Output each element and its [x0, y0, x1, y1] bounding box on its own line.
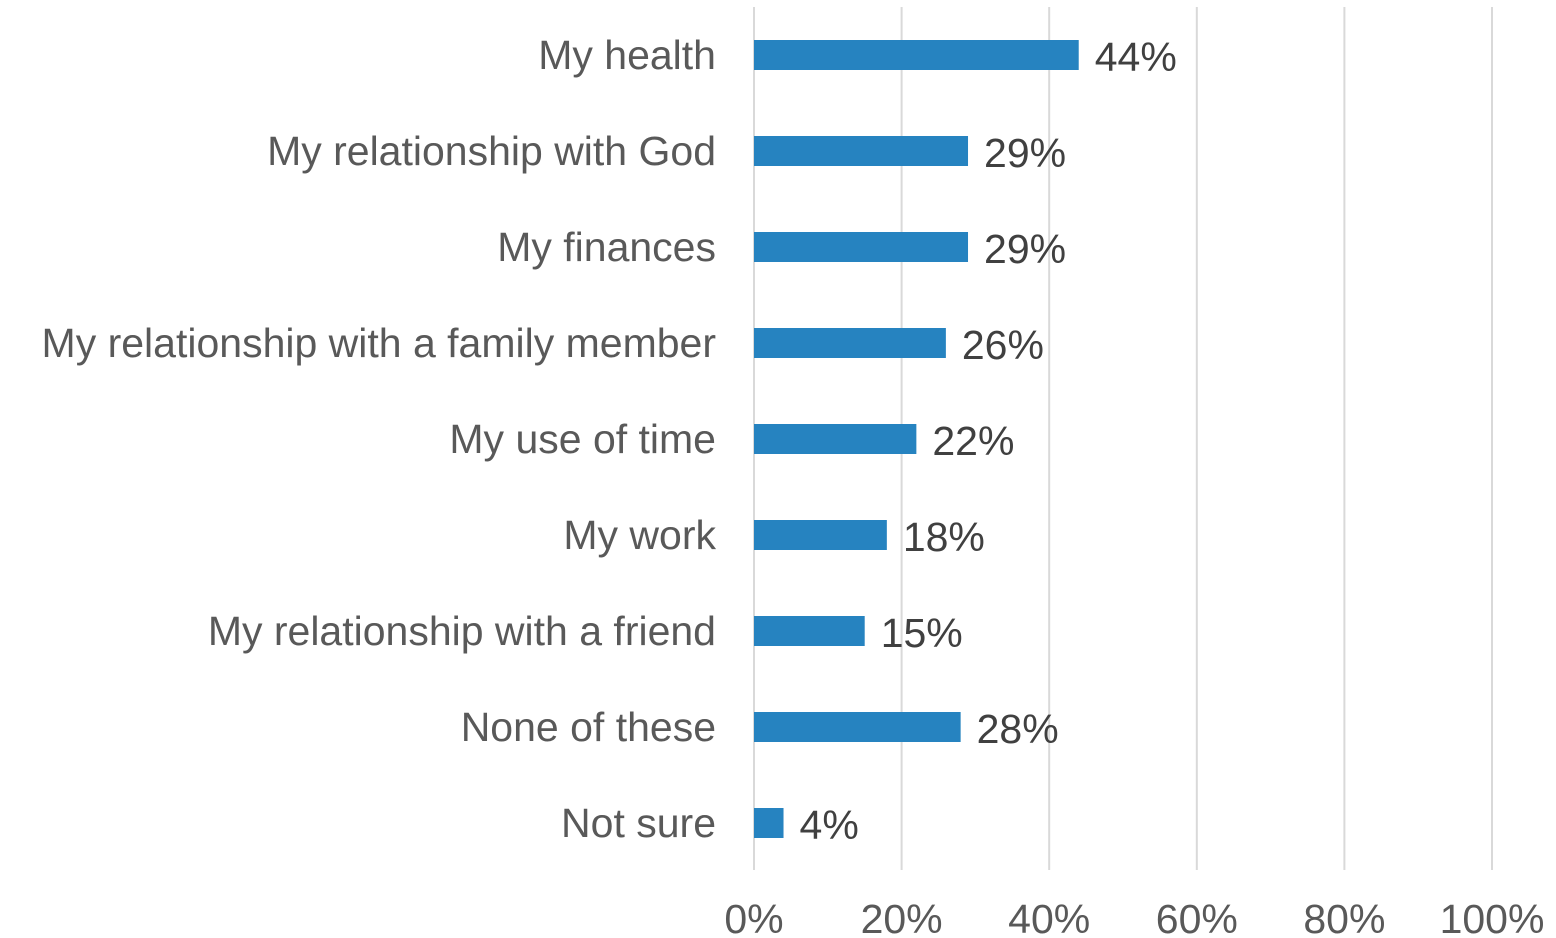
category-label: My finances: [497, 224, 716, 270]
data-label: 18%: [903, 514, 985, 560]
bar: [754, 520, 887, 550]
bar: [754, 40, 1079, 70]
category-label: My work: [563, 512, 716, 558]
category-label: My relationship with a family member: [42, 320, 716, 366]
x-tick-label: 40%: [1008, 896, 1090, 938]
data-label: 22%: [932, 418, 1014, 464]
category-label: My health: [538, 32, 716, 78]
category-label: Not sure: [561, 800, 716, 846]
bar: [754, 328, 946, 358]
data-labels: 44% 29% 29% 26% 22% 18% 15% 28% 4%: [800, 34, 1177, 848]
x-tick-label: 60%: [1156, 896, 1238, 938]
category-label: My relationship with God: [267, 128, 716, 174]
x-tick-label: 100%: [1440, 896, 1545, 938]
x-axis-tick-labels: 0% 20% 40% 60% 80% 100%: [724, 896, 1544, 938]
x-tick-label: 80%: [1303, 896, 1385, 938]
bar: [754, 616, 865, 646]
category-label: My relationship with a friend: [208, 608, 716, 654]
data-label: 26%: [962, 322, 1044, 368]
bar: [754, 232, 969, 262]
data-label: 28%: [977, 706, 1059, 752]
category-label: My use of time: [449, 416, 716, 462]
data-label: 44%: [1095, 34, 1177, 80]
bar: [754, 712, 961, 742]
bar: [754, 136, 969, 166]
bar: [754, 424, 917, 454]
data-label: 29%: [984, 130, 1066, 176]
bar: [754, 808, 784, 838]
data-label: 29%: [984, 226, 1066, 272]
data-label: 4%: [800, 802, 859, 848]
data-label: 15%: [881, 610, 963, 656]
x-tick-label: 20%: [861, 896, 943, 938]
category-label: None of these: [461, 704, 716, 750]
category-labels: My health My relationship with God My fina…: [42, 32, 717, 846]
x-tick-label: 0%: [724, 896, 783, 938]
bars: [754, 40, 1079, 838]
